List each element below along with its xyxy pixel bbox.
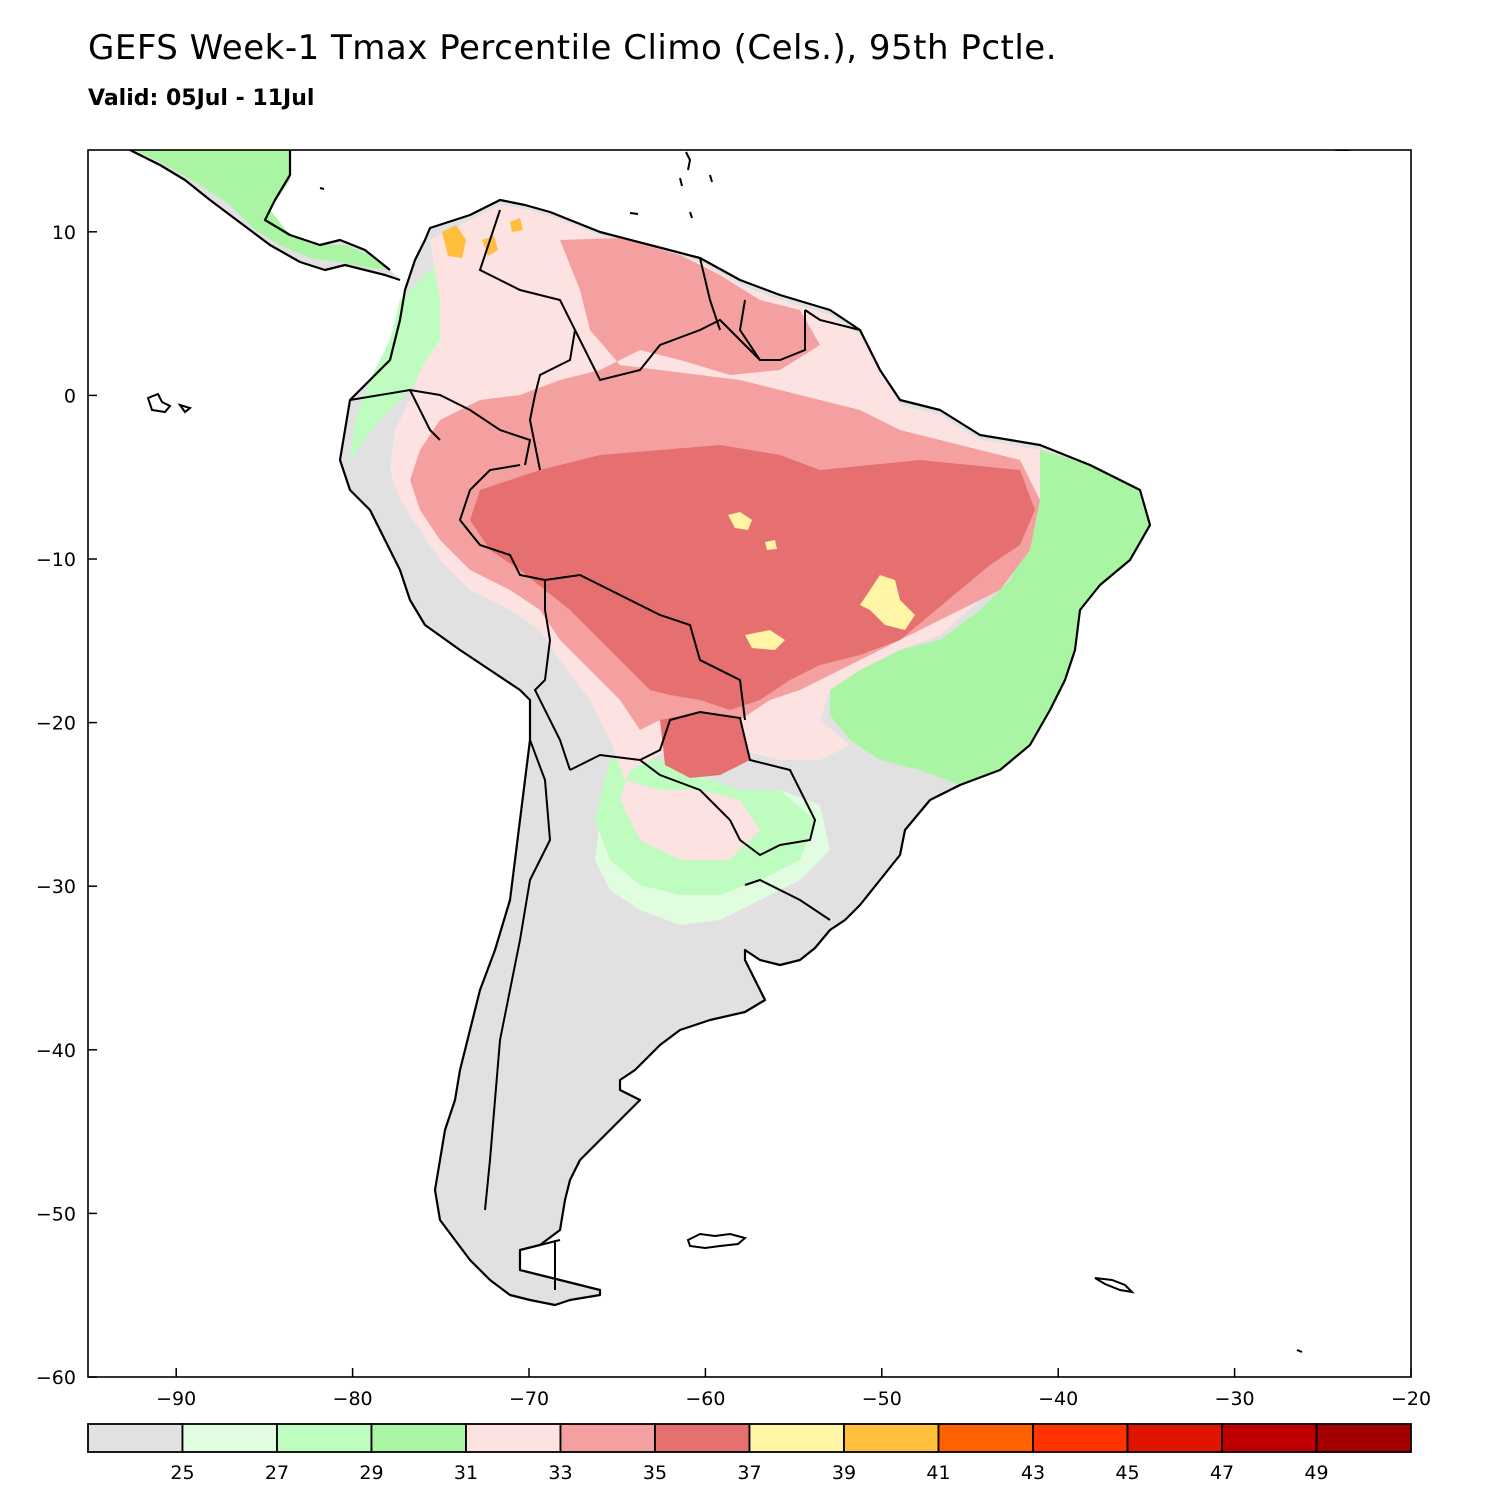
y-tick-label: −60 bbox=[36, 1367, 76, 1389]
legend-label: 43 bbox=[1021, 1462, 1045, 1484]
y-tick-label: −40 bbox=[36, 1040, 76, 1062]
legend-swatch bbox=[181, 1423, 278, 1453]
fill-35-37 bbox=[470, 445, 1035, 710]
x-tick-label: −80 bbox=[333, 1388, 373, 1410]
fill-39-41-spot-2 bbox=[482, 236, 498, 256]
legend-swatch bbox=[937, 1423, 1034, 1453]
caribbean-islands bbox=[319, 150, 1350, 219]
x-tick-label: −50 bbox=[862, 1388, 902, 1410]
map-plot-area bbox=[88, 150, 1411, 1377]
legend-label: 41 bbox=[926, 1462, 950, 1484]
falkland-islands bbox=[686, 1232, 748, 1250]
y-tick-label: 0 bbox=[64, 385, 76, 407]
y-tick-label: 10 bbox=[52, 222, 76, 244]
fill-29-31-central-america bbox=[135, 150, 390, 270]
fill-37-39-spot-4 bbox=[765, 540, 777, 550]
south-georgia bbox=[1094, 1277, 1135, 1294]
legend-swatch bbox=[559, 1423, 656, 1453]
legend-label: 27 bbox=[265, 1462, 289, 1484]
legend-swatch bbox=[1126, 1423, 1223, 1453]
legend-swatch bbox=[1032, 1423, 1129, 1453]
legend-swatch bbox=[654, 1423, 751, 1453]
legend-swatch bbox=[1221, 1423, 1318, 1453]
legend-swatch bbox=[276, 1423, 373, 1453]
legend-swatch bbox=[465, 1423, 562, 1453]
legend-label: 49 bbox=[1304, 1462, 1328, 1484]
legend-label: 47 bbox=[1210, 1462, 1234, 1484]
x-tick-label: −90 bbox=[156, 1388, 196, 1410]
fill-29-31-southeast-brazil bbox=[830, 450, 1150, 785]
x-axis: −90 −80 −70 −60 −50 −40 −30 −20 bbox=[156, 1368, 1431, 1410]
fill-35-37-paraguay bbox=[660, 712, 750, 778]
legend-swatch bbox=[843, 1423, 940, 1453]
legend-label: 33 bbox=[548, 1462, 572, 1484]
map-frame bbox=[87, 149, 1412, 1378]
legend-swatch bbox=[1315, 1423, 1412, 1453]
y-tick-label: −30 bbox=[36, 876, 76, 898]
south-sandwich bbox=[1296, 1349, 1303, 1353]
legend-label: 29 bbox=[359, 1462, 383, 1484]
legend-swatch bbox=[748, 1423, 845, 1453]
x-tick-label: −20 bbox=[1391, 1388, 1431, 1410]
x-tick-label: −40 bbox=[1038, 1388, 1078, 1410]
legend-swatch bbox=[87, 1423, 184, 1453]
fill-37-39-spot-3 bbox=[745, 630, 785, 650]
x-tick-label: −70 bbox=[509, 1388, 549, 1410]
fill-39-41-spot-3 bbox=[510, 218, 523, 232]
y-tick-label: −10 bbox=[36, 549, 76, 571]
x-tick-label: −60 bbox=[685, 1388, 725, 1410]
x-tick-label: −30 bbox=[1215, 1388, 1255, 1410]
legend-label: 25 bbox=[170, 1462, 194, 1484]
fill-37-39-spot-2 bbox=[860, 575, 915, 630]
legend-label: 35 bbox=[643, 1462, 667, 1484]
legend-label: 31 bbox=[454, 1462, 478, 1484]
coastline-south-america bbox=[338, 198, 1152, 1307]
y-tick-label: −20 bbox=[36, 713, 76, 735]
legend-label: 45 bbox=[1115, 1462, 1139, 1484]
chart-subtitle: Valid: 05Jul - 11Jul bbox=[88, 86, 315, 111]
chart-title: GEFS Week-1 Tmax Percentile Climo (Cels.… bbox=[88, 28, 1058, 68]
y-tick-label: −50 bbox=[36, 1203, 76, 1225]
y-axis: 10 0 −10 −20 −30 −40 −50 −60 bbox=[36, 222, 97, 1389]
color-legend: 25 27 29 31 33 35 37 39 41 43 45 47 49 bbox=[87, 1423, 1412, 1484]
country-borders bbox=[349, 209, 861, 1290]
legend-label: 37 bbox=[737, 1462, 761, 1484]
galapagos-islands bbox=[146, 392, 193, 414]
legend-label: 39 bbox=[832, 1462, 856, 1484]
fill-37-39-spot-1 bbox=[728, 512, 752, 530]
legend-swatch bbox=[370, 1423, 467, 1453]
coastline-central-america bbox=[129, 150, 401, 282]
fill-39-41-spot-1 bbox=[442, 225, 466, 258]
